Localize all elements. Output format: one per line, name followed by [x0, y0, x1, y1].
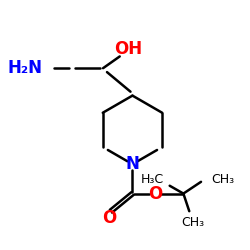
Text: O: O [148, 184, 162, 202]
Text: H₃C: H₃C [141, 173, 164, 186]
Text: CH₃: CH₃ [211, 173, 234, 186]
Text: O: O [102, 209, 116, 227]
Text: OH: OH [114, 40, 142, 58]
Text: CH₃: CH₃ [182, 216, 205, 230]
Text: N: N [126, 155, 140, 173]
Text: H₂N: H₂N [7, 59, 42, 77]
